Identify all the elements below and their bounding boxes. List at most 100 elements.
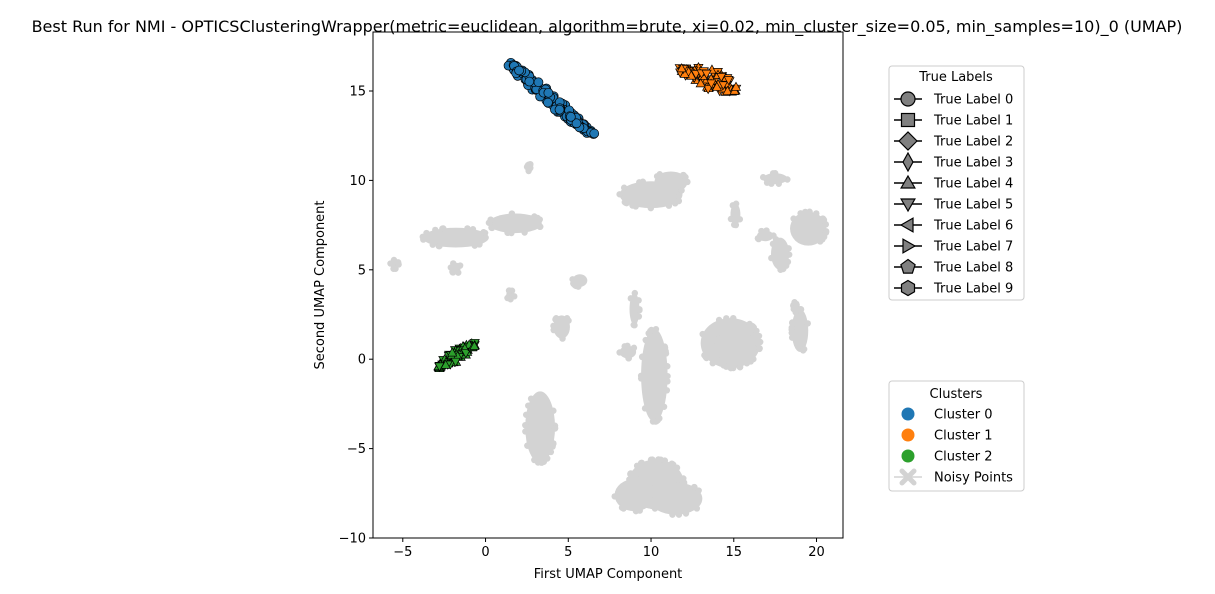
noise-region: [419, 225, 489, 250]
legend-cluster-item: Cluster 2: [901, 449, 993, 465]
tri-up-marker-icon: [900, 174, 916, 189]
cluster-dot-icon: [901, 407, 915, 421]
circle-marker-icon: [900, 91, 916, 107]
x-tick-label: 0: [481, 545, 489, 560]
legend-true-item: True Label 9: [894, 279, 1013, 297]
legend-clusters-title: Clusters: [930, 387, 983, 402]
cluster-point: [723, 76, 734, 86]
noise-region: [651, 171, 691, 196]
legend-cluster-item: Noisy Points: [894, 468, 1013, 486]
legend-true-item: True Label 4: [894, 174, 1013, 192]
legend-true-item: True Label 6: [894, 217, 1013, 234]
legend-true-item: True Label 0: [894, 91, 1013, 108]
legend-true-labels: True Labels True Label 0 True Label 1 True…: [888, 65, 1025, 301]
cluster-dot-icon: [901, 449, 915, 463]
cluster-point: [722, 85, 733, 95]
legend-true-item: True Label 2: [894, 131, 1013, 151]
legend-cluster-label: Cluster 1: [934, 429, 993, 444]
noise-region: [759, 170, 791, 187]
cluster-point: [533, 77, 544, 88]
noise-region: [788, 305, 811, 354]
tri-left-marker-icon: [899, 217, 914, 233]
cluster-point: [730, 81, 742, 91]
x-tick-label: 15: [726, 545, 743, 560]
legend-cluster-item: Cluster 0: [901, 407, 993, 423]
x-axis: −5 0 5 10 15 20: [393, 538, 825, 560]
cluster-point: [703, 85, 714, 95]
cluster-point: [447, 347, 458, 357]
noise-region: [710, 325, 757, 371]
legend-true-item: True Label 7: [894, 238, 1013, 255]
cluster-point: [450, 357, 461, 367]
y-tick-label: −10: [339, 532, 366, 547]
legend-true-labels-title: True Labels: [918, 70, 993, 85]
cluster-point: [695, 78, 706, 88]
legend-true-label: True Label 6: [933, 219, 1013, 234]
legend-true-item: True Label 5: [894, 198, 1013, 213]
diamond-marker-icon: [898, 131, 918, 151]
y-tick-label: 5: [358, 263, 366, 278]
hexagon-marker-icon: [900, 279, 916, 297]
pentagon-marker-icon: [900, 258, 916, 274]
legend-cluster-label: Noisy Points: [934, 471, 1013, 486]
cluster-point: [543, 87, 554, 98]
legend-cluster-item: Cluster 1: [901, 428, 993, 444]
thin-diamond-marker-icon: [902, 151, 914, 173]
noise-region: [790, 299, 800, 313]
noise-region: [504, 287, 518, 303]
y-axis-label: Second UMAP Component: [313, 200, 328, 369]
tri-right-marker-icon: [902, 238, 917, 254]
noise-region: [616, 342, 638, 362]
legend-true-label: True Label 0: [933, 93, 1013, 108]
noise-region: [768, 236, 793, 273]
legend-true-item: True Label 3: [894, 151, 1013, 173]
cluster-point: [701, 69, 712, 80]
cluster-point: [543, 97, 553, 108]
noise-region: [627, 289, 643, 329]
noise-region: [485, 210, 544, 237]
noise-x-icon: [899, 468, 917, 486]
cluster-point: [716, 73, 727, 83]
legend-true-label: True Label 3: [933, 156, 1013, 171]
chart-title: Best Run for NMI - OPTICSClusteringWrapp…: [32, 17, 1183, 37]
cluster-point: [571, 118, 582, 129]
legend-true-label: True Label 8: [933, 261, 1013, 276]
y-tick-label: 15: [349, 85, 366, 100]
legend-true-item: True Label 8: [894, 258, 1013, 276]
cluster-point: [554, 104, 565, 115]
legend-true-label: True Label 4: [933, 177, 1013, 192]
cluster-point: [676, 63, 687, 73]
noise-region: [387, 256, 402, 272]
cluster-2-points: [433, 338, 480, 373]
square-marker-icon: [900, 112, 916, 128]
cluster-point: [706, 79, 717, 89]
noise-region: [569, 274, 588, 290]
x-tick-label: 5: [564, 545, 572, 560]
tri-down-marker-icon: [900, 198, 916, 213]
legend-cluster-label: Cluster 0: [934, 408, 993, 423]
x-tick-label: −5: [393, 545, 412, 560]
cluster-point: [460, 349, 471, 359]
noise-region: [522, 391, 559, 466]
cluster-point: [566, 111, 576, 122]
noise-region: [447, 260, 464, 276]
noise-region: [646, 479, 703, 518]
noise-region: [754, 227, 777, 243]
cluster-point: [524, 76, 535, 87]
y-tick-label: 0: [358, 353, 366, 368]
x-tick-label: 20: [808, 545, 825, 560]
y-tick-label: 10: [349, 174, 366, 189]
cluster-point: [589, 128, 600, 139]
legend-cluster-label: Cluster 2: [934, 450, 993, 465]
noise-region: [727, 200, 744, 229]
legend-true-labels-frame: [888, 65, 1025, 301]
x-axis-label: First UMAP Component: [534, 567, 683, 582]
noise-layer: [387, 161, 830, 518]
cluster-dot-icon: [901, 428, 915, 442]
noise-region: [611, 475, 658, 515]
legend-clusters-frame: [888, 380, 1025, 492]
legend-clusters: Clusters Cluster 0 Cluster 1 Cluster 2 Nois…: [888, 380, 1025, 492]
cluster-0-points: [503, 57, 600, 139]
